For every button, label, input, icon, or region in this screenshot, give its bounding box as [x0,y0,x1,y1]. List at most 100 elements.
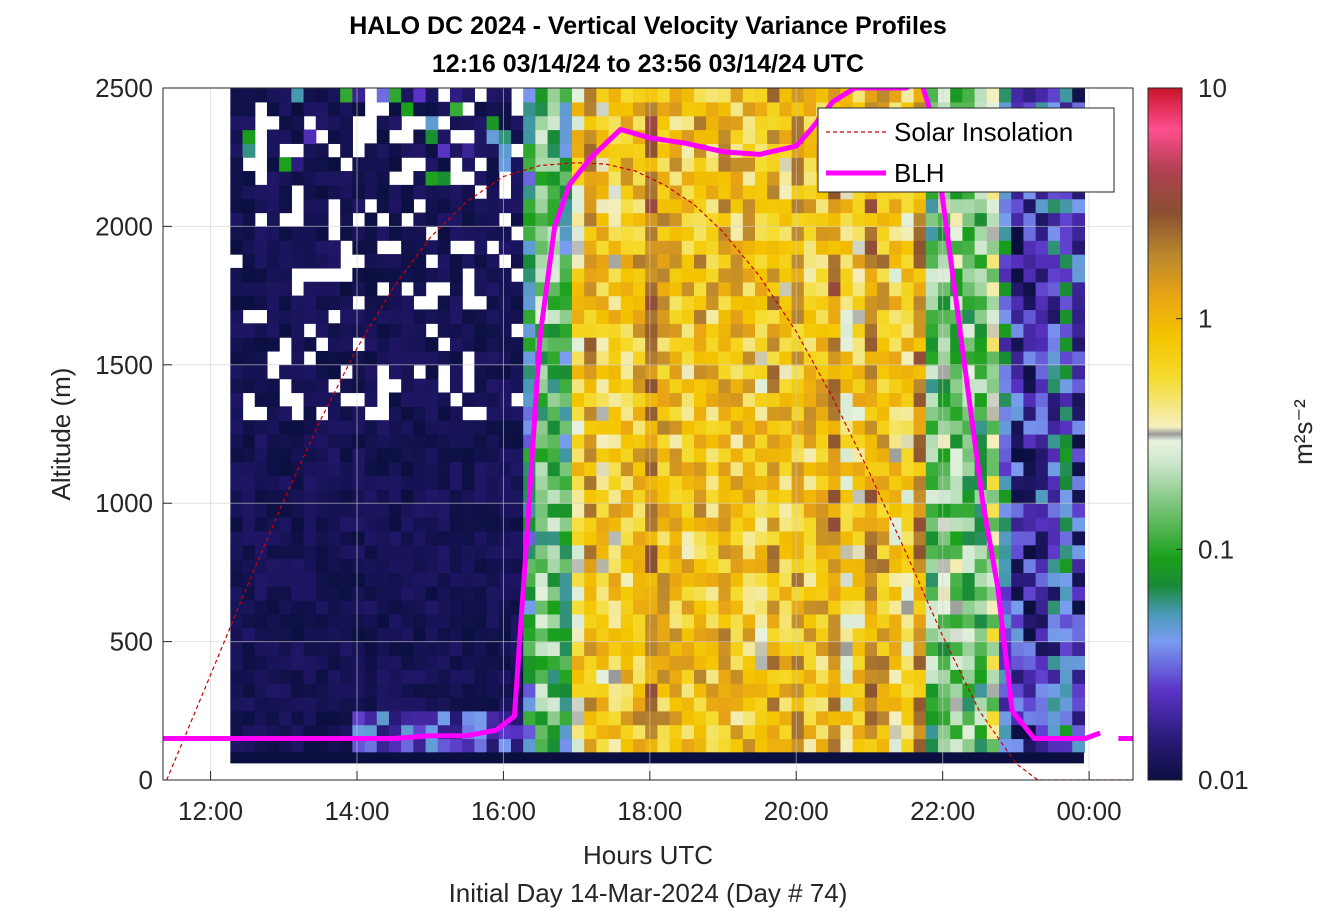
heatmap-cell [425,337,439,352]
heatmap-cell [523,171,536,186]
legend-label-blh: BLH [894,158,945,188]
heatmap-cell [474,323,488,338]
heatmap-cell [327,572,341,587]
heatmap-cell [376,641,390,657]
heatmap-cell [889,364,903,380]
heatmap-cell [632,641,646,657]
heatmap-cell [449,572,463,587]
heatmap-cell [620,309,634,324]
heatmap-cell [1011,517,1025,532]
heatmap-cell [962,281,976,297]
heatmap-cell [889,600,903,615]
heatmap-cell [352,171,366,186]
heatmap-cell [791,710,805,726]
heatmap-cell [706,281,720,297]
heatmap-cell [730,364,744,380]
heatmap-cell [718,655,732,670]
heatmap-cell [291,171,305,186]
heatmap-cell [1072,669,1086,684]
heatmap-cell [1023,198,1037,214]
heatmap-cell [303,434,317,449]
heatmap-cell [388,696,402,712]
heatmap-cell [291,350,305,366]
heatmap-cell [547,503,561,518]
heatmap-cell [535,184,549,200]
heatmap-cell [303,226,317,241]
heatmap-cell [693,115,707,131]
heatmap-cell [1023,669,1037,684]
heatmap-cell [742,406,756,421]
heatmap-cell [852,267,866,283]
heatmap-cell [864,226,878,241]
heatmap-cell [913,350,927,366]
heatmap-cell [401,572,414,587]
heatmap-cell [547,586,561,601]
heatmap-cell [291,517,305,532]
heatmap-cell [767,738,781,753]
heatmap-cell [547,696,561,712]
heatmap-cell [376,254,390,269]
heatmap-cell [474,710,488,726]
heatmap-cell [742,461,756,477]
heatmap-cell [742,558,756,573]
heatmap-cell [1035,295,1049,311]
heatmap-cell [498,101,512,117]
heatmap-cell [242,254,256,269]
heatmap-cell [925,447,939,463]
heatmap-cell [571,530,585,546]
heatmap-cell [889,641,903,657]
heatmap-cell [718,530,732,546]
heatmap-cell [779,586,793,601]
heatmap-cell [1023,475,1037,490]
heatmap-cell [559,613,573,629]
heatmap-cell [718,627,732,643]
heatmap-cell [779,600,793,615]
heatmap-cell [1035,572,1049,587]
heatmap-cell [388,627,402,643]
heatmap-cell [901,600,915,615]
heatmap-cell [242,503,256,518]
heatmap-cell [1035,613,1049,629]
heatmap-cell [364,254,378,269]
heatmap-cell [693,88,707,103]
heatmap-cell [791,101,805,117]
heatmap-cell [718,517,732,532]
heatmap-cell [1011,655,1025,670]
heatmap-cell [303,489,317,504]
y-axis-label: Altitude (m) [46,368,76,501]
heatmap-cell [730,517,744,532]
heatmap-cell [706,267,720,283]
heatmap-cell [962,627,976,643]
heatmap-cell [401,738,414,753]
heatmap-cell [340,212,353,227]
heatmap-cell [669,461,683,477]
heatmap-cell [889,627,903,643]
heatmap-cell [266,489,280,504]
heatmap-cell [1035,88,1049,103]
heatmap-cell [962,475,976,490]
heatmap-cell [657,544,671,560]
heatmap-cell [388,364,402,380]
heatmap-cell [803,710,817,726]
heatmap-cell [840,267,854,283]
heatmap-cell [608,655,622,670]
heatmap-cell [840,683,854,698]
heatmap-cell [1035,600,1049,615]
heatmap-cell [938,503,951,518]
heatmap-cell [645,115,658,131]
heatmap-cell [755,350,768,366]
heatmap-cell [1072,309,1086,324]
heatmap-cell [388,295,402,311]
heatmap-cell [681,392,695,407]
heatmap-cell [340,115,353,131]
heatmap-cell [510,544,524,560]
heatmap-cell [986,627,1000,643]
heatmap-cell [486,88,500,103]
heatmap-cell [755,572,768,587]
heatmap-cell [718,101,732,117]
heatmap-cell [755,226,768,241]
heatmap-cell [938,724,951,740]
heatmap-cell [620,447,634,463]
heatmap-cell [571,88,585,103]
heatmap-cell [279,309,292,324]
